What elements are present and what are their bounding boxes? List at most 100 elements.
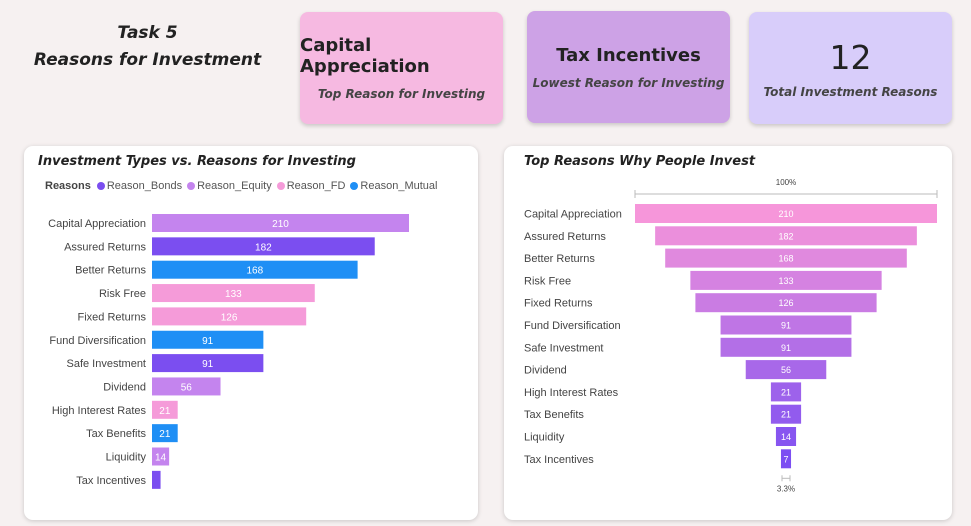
data-label: 126 [778, 298, 793, 308]
category-label: Tax Incentives [76, 475, 146, 487]
bar[interactable] [152, 424, 178, 443]
legend-title: Reasons [45, 180, 91, 192]
data-label: 91 [202, 359, 214, 370]
data-label: 133 [778, 276, 793, 286]
category-label: Fixed Returns [524, 298, 593, 310]
funnel-chart-panel: Top Reasons Why People Invest 100% Capita… [504, 146, 952, 520]
category-label: Tax Incentives [524, 454, 594, 466]
funnel-segment[interactable] [635, 204, 937, 223]
funnel-segment[interactable] [780, 449, 792, 469]
bar[interactable] [152, 307, 307, 326]
category-label: Fund Diversification [524, 320, 621, 332]
legend-dot [350, 182, 359, 190]
page-title-line1: Task 5 [117, 23, 178, 43]
funnel-segment[interactable] [655, 226, 917, 246]
kpi-card-total-reasons: 12 Total Investment Reasons [749, 12, 952, 124]
kpi-card-top-reason: Capital Appreciation Top Reason for Inve… [300, 12, 503, 124]
page-title: Task 5 Reasons for Investment [20, 20, 275, 74]
category-label: Safe Investment [67, 358, 147, 370]
legend-dot [187, 182, 196, 190]
kpi-value: Tax Incentives [556, 44, 701, 66]
category-label: Better Returns [524, 253, 595, 265]
kpi-value: 12 [829, 37, 872, 77]
category-label: Dividend [103, 381, 146, 393]
kpi-value: Capital Appreciation [300, 35, 430, 77]
data-label: 91 [781, 321, 791, 331]
legend-item-equity[interactable]: Reason_Equity [187, 180, 272, 192]
category-label: Tax Benefits [524, 409, 584, 421]
kpi-card-lowest-reason: Tax Incentives Lowest Reason for Investi… [527, 11, 730, 123]
category-label: Tax Benefits [86, 428, 146, 440]
category-label: Better Returns [75, 265, 146, 277]
legend-dot [276, 182, 285, 190]
bar[interactable] [152, 470, 161, 489]
funnel-segment[interactable] [775, 427, 797, 446]
legend-label: Reason_FD [286, 180, 346, 192]
chart-legend: Reasons Reason_Bonds Reason_Equity Reaso… [45, 180, 442, 192]
data-label: 56 [181, 382, 193, 393]
data-label: 182 [778, 231, 793, 241]
funnel-segment[interactable] [720, 337, 852, 357]
bar[interactable] [152, 400, 178, 419]
category-label: Capital Appreciation [524, 209, 622, 221]
kpi-label: Top Reason for Investing [317, 87, 486, 101]
bar[interactable] [152, 214, 409, 232]
legend-label: Reason_Equity [197, 180, 272, 192]
category-label: Risk Free [99, 288, 146, 300]
category-label: Assured Returns [64, 241, 146, 253]
bar-chart: Capital Appreciation 210 Assured Returns 18… [48, 214, 409, 489]
category-label: Capital Appreciation [48, 218, 146, 230]
funnel-segment[interactable] [695, 293, 877, 313]
category-label: Assured Returns [524, 231, 606, 243]
page-title-line2: Reasons for Investment [33, 50, 262, 70]
data-label: 168 [778, 254, 793, 264]
bar[interactable] [152, 237, 375, 256]
category-label: Risk Free [524, 275, 571, 287]
bar[interactable] [152, 354, 264, 373]
funnel-segment[interactable] [770, 382, 802, 402]
data-label: 182 [255, 242, 272, 253]
category-label: High Interest Rates [524, 387, 619, 399]
funnel-segment[interactable] [770, 404, 802, 424]
data-label: 168 [246, 266, 263, 277]
bar[interactable] [152, 377, 221, 396]
funnel-chart: 100% Capital Appreciation 210 Assured Retur… [524, 178, 938, 493]
chart-title: Investment Types vs. Reasons for Investi… [38, 154, 356, 169]
data-label: 126 [221, 312, 238, 323]
funnel-bottom-label: 3.3% [777, 484, 795, 493]
kpi-label: Total Investment Reasons [763, 84, 938, 99]
data-label: 21 [159, 406, 171, 417]
funnel-segment[interactable] [745, 360, 827, 380]
category-label: High Interest Rates [52, 405, 147, 417]
data-label: 91 [781, 343, 791, 353]
funnel-top-label: 100% [776, 178, 796, 187]
bar[interactable] [152, 447, 170, 466]
category-label: Fund Diversification [49, 335, 146, 347]
data-label: 91 [202, 336, 214, 347]
category-label: Fixed Returns [78, 311, 147, 323]
category-label: Dividend [524, 365, 567, 377]
category-label: Liquidity [524, 432, 565, 444]
category-label: Safe Investment [524, 342, 604, 354]
data-label: 21 [159, 429, 171, 440]
data-label: 210 [272, 219, 289, 230]
data-label: 56 [781, 365, 791, 375]
legend-item-mutual[interactable]: Reason_Mutual [350, 180, 437, 192]
data-label: 21 [781, 410, 791, 420]
legend-label: Reason_Mutual [360, 180, 438, 192]
legend-item-bonds[interactable]: Reason_Bonds [96, 180, 182, 192]
legend-item-fd[interactable]: Reason_FD [276, 180, 346, 192]
data-label: 210 [778, 209, 793, 219]
funnel-segment[interactable] [690, 270, 882, 290]
data-label: 7 [783, 454, 788, 464]
data-label: 14 [155, 453, 167, 464]
bar[interactable] [152, 284, 315, 303]
bar-chart-panel: Investment Types vs. Reasons for Investi… [24, 146, 478, 520]
chart-title: Top Reasons Why People Invest [524, 154, 756, 169]
category-label: Liquidity [106, 452, 147, 464]
funnel-segment[interactable] [720, 315, 852, 335]
bar[interactable] [152, 260, 358, 279]
funnel-segment[interactable] [665, 248, 907, 268]
bar[interactable] [152, 330, 264, 349]
data-label: 14 [781, 432, 791, 442]
